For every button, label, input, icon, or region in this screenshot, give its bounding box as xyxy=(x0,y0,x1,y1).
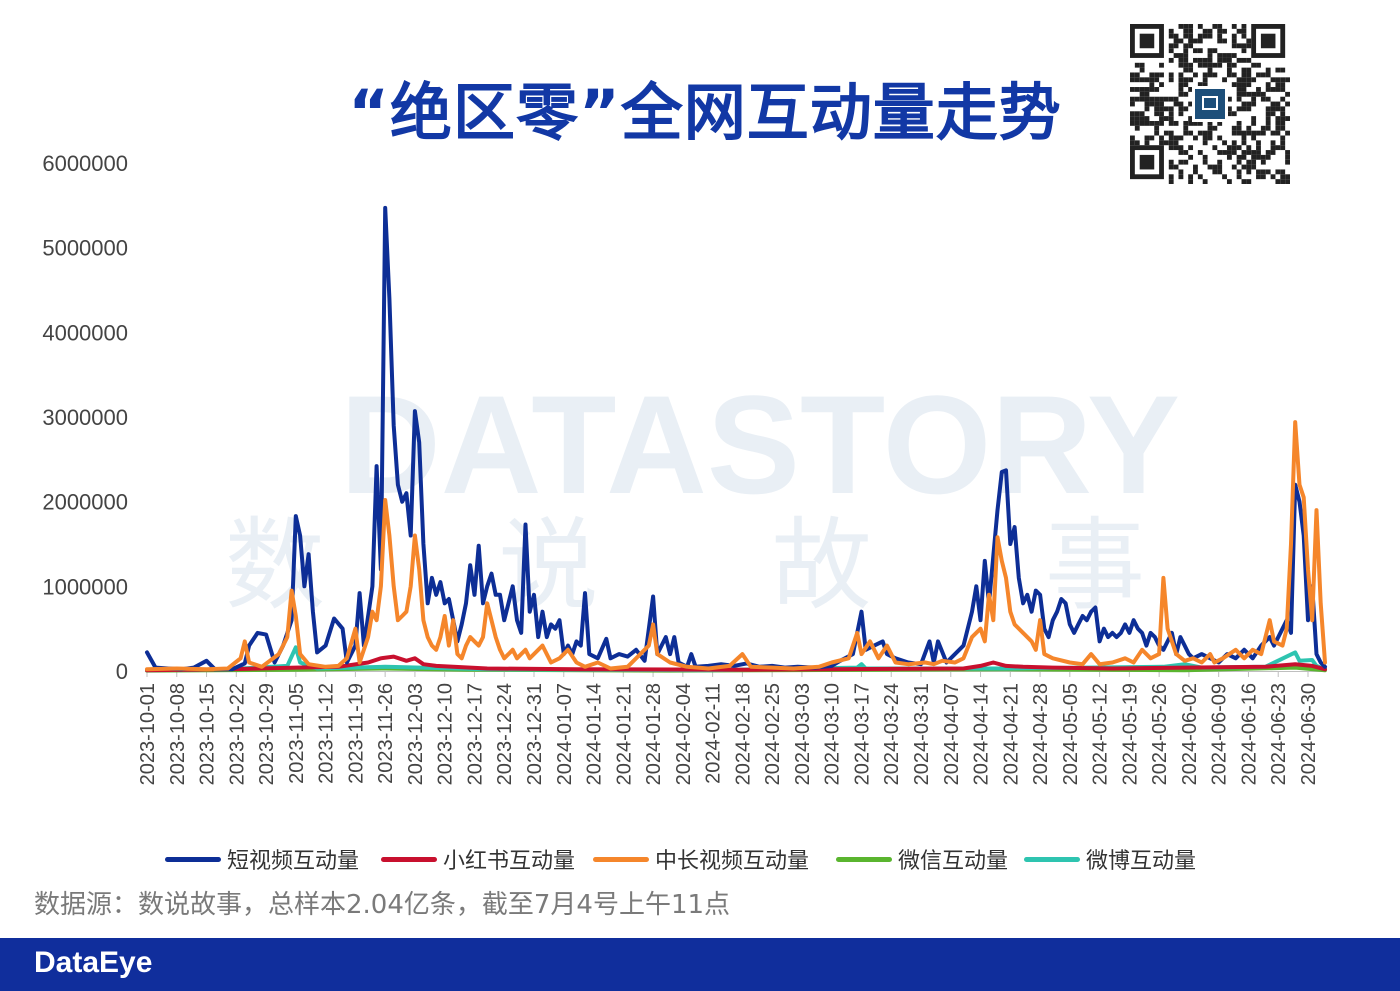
series-line-2 xyxy=(145,420,1327,672)
series-line-0 xyxy=(145,205,1327,672)
x-tick-label: 2023-10-01 xyxy=(137,683,159,785)
x-tick-label: 2024-05-19 xyxy=(1119,683,1141,785)
x-tick-label: 2024-04-21 xyxy=(1000,683,1022,785)
legend-item[interactable]: 微博互动量 xyxy=(1024,842,1196,876)
y-axis: 0 1000000 2000000 3000000 4000000 5000000 6000… xyxy=(42,151,128,684)
watermark: DATASTORY 数 说 故 事 xyxy=(225,366,1180,624)
y-tick-label: 6000000 xyxy=(42,151,128,176)
series-line-4 xyxy=(145,645,1327,673)
x-tick-label: 2024-01-28 xyxy=(643,683,665,785)
x-tick-label: 2024-05-12 xyxy=(1090,683,1112,785)
x-tick-label: 2023-12-24 xyxy=(494,683,516,785)
chart-title: “绝区零”全网互动量走势 xyxy=(348,76,1062,149)
brand-logo: DataEye xyxy=(34,946,153,979)
x-tick-label: 2023-10-15 xyxy=(197,683,219,785)
x-tick-label: 2024-05-26 xyxy=(1149,683,1171,785)
x-tick-label: 2024-04-28 xyxy=(1030,683,1052,785)
x-tick-label: 2023-12-17 xyxy=(464,683,486,785)
x-tick-label: 2023-11-05 xyxy=(286,683,308,784)
x-tick-label: 2024-02-25 xyxy=(762,683,784,785)
source-note: 数据源：数说故事，总样本2.04亿条，截至7月4号上午11点 xyxy=(34,890,731,920)
legend-item[interactable]: 中长视频互动量 xyxy=(593,842,809,876)
x-tick-label: 2024-06-02 xyxy=(1179,683,1201,785)
x-tick-label: 2024-03-31 xyxy=(911,683,933,785)
legend: 短视频互动量 小红书互动量 中长视频互动量 微信互动量 微博互动量 xyxy=(0,842,1370,876)
x-tick-label: 2023-10-22 xyxy=(226,683,248,785)
watermark-subtext: 数 说 故 事 xyxy=(225,507,1145,624)
x-tick-label: 2024-01-07 xyxy=(554,683,576,785)
x-tick-label: 2024-06-23 xyxy=(1268,683,1290,785)
x-tick-label: 2024-06-09 xyxy=(1209,683,1231,785)
x-tick-label: 2024-03-24 xyxy=(881,683,903,785)
x-tick-label: 2024-02-04 xyxy=(673,683,695,785)
legend-label: 微博互动量 xyxy=(1086,849,1197,874)
x-tick-label: 2023-12-31 xyxy=(524,683,546,785)
y-tick-label: 0 xyxy=(116,659,128,684)
x-tick-label: 2024-03-10 xyxy=(822,683,844,785)
legend-swatch xyxy=(836,856,892,862)
x-tick-label: 2023-11-26 xyxy=(375,683,397,784)
x-tick-label: 2024-03-03 xyxy=(792,683,814,785)
x-tick-label: 2024-05-05 xyxy=(1060,683,1082,785)
watermark-text: DATASTORY xyxy=(340,366,1180,523)
series-layer xyxy=(145,205,1327,673)
x-tick-label: 2024-01-21 xyxy=(613,683,635,785)
legend-label: 中长视频互动量 xyxy=(655,849,810,874)
x-tick-label: 2023-12-03 xyxy=(405,683,427,785)
y-tick-label: 2000000 xyxy=(42,490,128,515)
legend-swatch xyxy=(381,856,437,862)
x-tick-label: 2024-04-14 xyxy=(971,683,993,785)
legend-item[interactable]: 微信互动量 xyxy=(836,842,1008,876)
chart: DATASTORY 数 说 故 事 0 1000000 2000000 3000000… xyxy=(42,151,1327,785)
x-tick-label: 2023-10-08 xyxy=(167,683,189,785)
legend-label: 微信互动量 xyxy=(898,849,1009,874)
y-tick-label: 5000000 xyxy=(42,236,128,261)
y-tick-label: 3000000 xyxy=(42,405,128,430)
legend-label: 小红书互动量 xyxy=(443,849,576,874)
legend-swatch xyxy=(593,856,649,862)
x-tick-label: 2023-11-12 xyxy=(316,683,338,784)
x-tick-label: 2024-02-18 xyxy=(732,683,754,785)
legend-item[interactable]: 短视频互动量 xyxy=(165,842,359,876)
x-axis: 2023-10-01 2023-10-08 2023-10-15 2023-10-22… xyxy=(137,671,1325,785)
x-tick-label: 2024-04-07 xyxy=(941,683,963,785)
qr-code-icon xyxy=(1130,24,1290,184)
x-tick-label: 2024-02-11 xyxy=(703,683,725,784)
footer-bar: DataEye xyxy=(0,938,1400,991)
legend-item[interactable]: 小红书互动量 xyxy=(381,842,575,876)
legend-label: 短视频互动量 xyxy=(227,849,360,874)
x-tick-label: 2023-10-29 xyxy=(256,683,278,785)
legend-swatch xyxy=(165,856,221,862)
legend-swatch xyxy=(1024,856,1080,862)
x-tick-label: 2023-12-10 xyxy=(435,683,457,785)
x-tick-label: 2023-11-19 xyxy=(345,683,367,784)
x-tick-label: 2024-06-30 xyxy=(1298,683,1320,785)
series-line-1 xyxy=(145,654,1327,673)
x-tick-label: 2024-06-16 xyxy=(1238,683,1260,785)
y-tick-label: 4000000 xyxy=(42,320,128,345)
x-tick-label: 2024-03-17 xyxy=(851,683,873,785)
y-tick-label: 1000000 xyxy=(42,574,128,599)
x-tick-label: 2024-01-14 xyxy=(584,683,606,785)
